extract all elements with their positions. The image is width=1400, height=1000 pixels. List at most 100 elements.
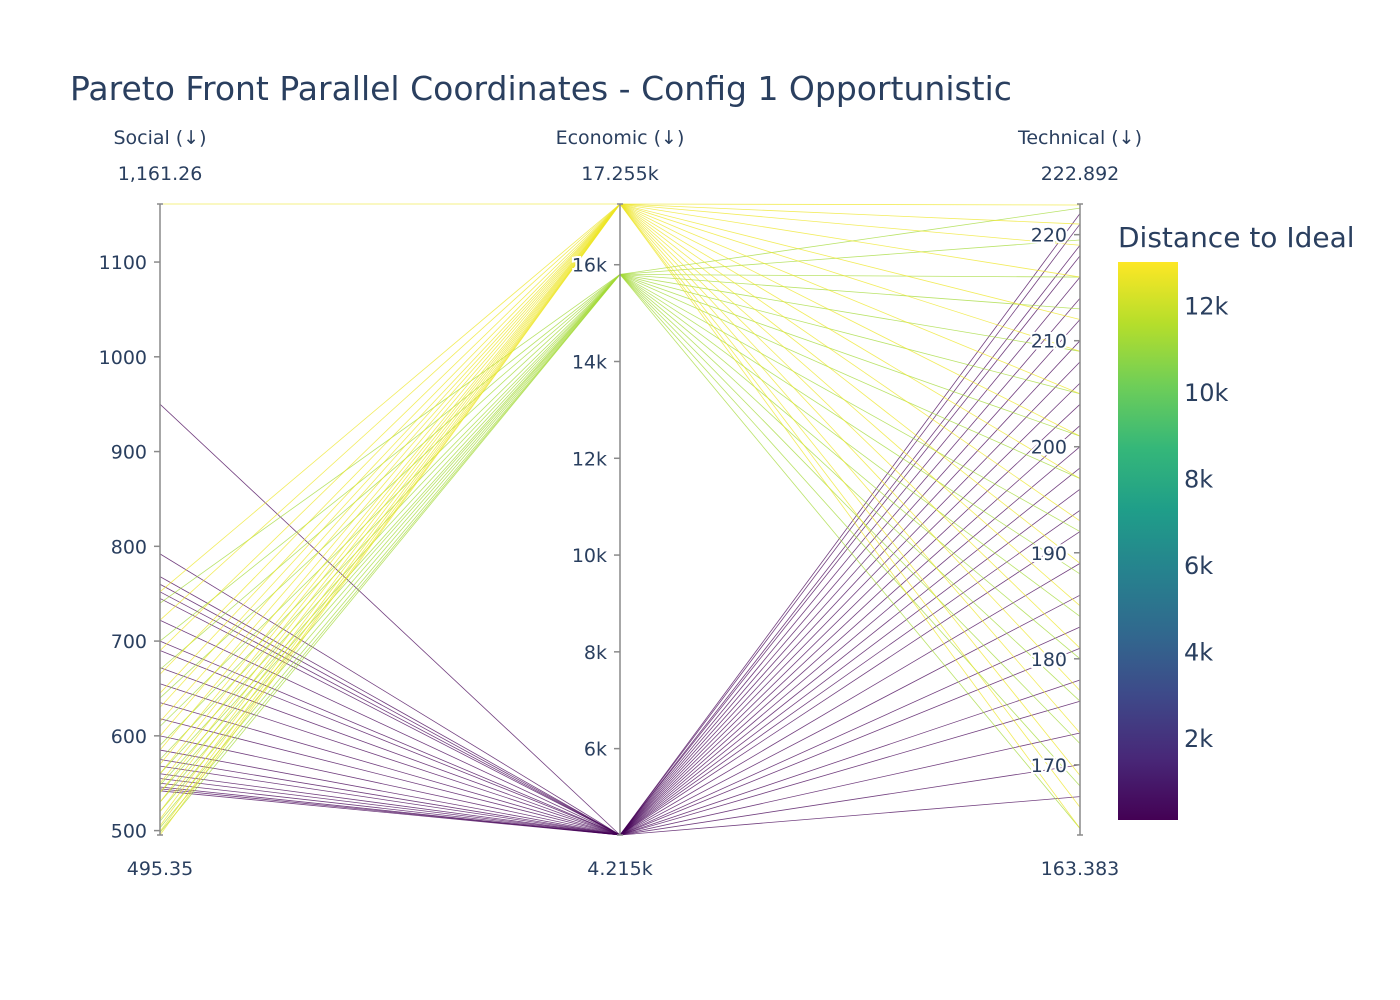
colorbar-tick-label: 12k (1184, 292, 1229, 320)
polyline-low-social-segment-5 (159, 598, 621, 836)
polyline-mid-technical-segment-14 (619, 274, 1081, 787)
polyline-high-social-segment-16 (159, 203, 621, 820)
polyline-high-technical-segment-4 (619, 203, 1081, 320)
polyline-mid-technical-segment-4 (619, 274, 1081, 352)
economic-tick-label: 6k (584, 739, 607, 761)
technical-tick-label: 190 (1031, 543, 1067, 565)
polyline-high-social-segment-5 (159, 203, 621, 694)
polyline-low-technical-segment-2 (619, 245, 1081, 836)
technical-tick-label: 220 (1031, 225, 1067, 247)
polyline-low-technical-segment-4 (619, 276, 1081, 836)
colorbar-tick-label: 6k (1184, 552, 1213, 580)
polyline-mid-technical-segment-10 (619, 274, 1081, 617)
polyline-low-technical-segment-8 (619, 361, 1081, 836)
colorbar-tick-label: 2k (1184, 725, 1213, 753)
polyline-low-social-segment-19 (159, 782, 621, 836)
polyline-high-social-segment-11 (159, 203, 621, 774)
polyline-mid-social-segment-11 (159, 274, 621, 812)
polyline-mid-technical-segment-7 (619, 274, 1081, 479)
polyline-mid-technical-segment-15 (619, 274, 1081, 829)
polyline-low-social-segment-11 (159, 702, 621, 836)
polyline-low-technical-segment-22 (619, 700, 1081, 836)
polyline-high-social-segment-12 (159, 203, 621, 784)
polyline-low-technical-segment-3 (619, 255, 1081, 836)
polyline-high-technical-segment-0 (619, 203, 1081, 206)
polyline-high-technical-segment-17 (619, 203, 1081, 829)
polyline-low-social-segment-22 (159, 790, 621, 836)
polyline-mid-technical-segment-6 (619, 274, 1081, 437)
polyline-low-technical-segment-18 (619, 594, 1081, 836)
colorbar-tick-label: 4k (1184, 638, 1213, 666)
polyline-mid-social-segment-12 (159, 274, 621, 822)
polyline-low-technical-segment-0 (619, 213, 1081, 836)
social-tick-label: 700 (111, 631, 147, 653)
polyline-high-technical-segment-13 (619, 203, 1081, 691)
polyline-high-technical-segment-6 (619, 203, 1081, 395)
social-tick-label: 1100 (99, 252, 147, 274)
economic-tick-label: 16k (572, 255, 607, 277)
polyline-low-social-segment-17 (159, 773, 621, 836)
polyline-low-technical-segment-15 (619, 510, 1081, 836)
polyline-high-technical-segment-9 (619, 203, 1081, 522)
social-range-min-label: 495.35 (127, 858, 193, 880)
polyline-high-social-segment-17 (159, 203, 621, 827)
polyline-low-social-segment-18 (159, 778, 621, 836)
polyline-high-technical-segment-8 (619, 203, 1081, 479)
polyline-low-technical-segment-9 (619, 382, 1081, 836)
technical-range-max-label: 222.892 (1041, 163, 1120, 185)
polyline-low-technical-segment-17 (619, 563, 1081, 836)
polyline-high-social-segment-6 (159, 203, 621, 708)
polyline-mid-technical-segment-0 (619, 207, 1081, 275)
colorbar-tick-label: 10k (1184, 379, 1229, 407)
polyline-low-technical-segment-5 (619, 298, 1081, 836)
polyline-high-social-segment-19 (159, 203, 621, 836)
polyline-mid-social-segment-6 (159, 274, 621, 760)
social-range-max-label: 1,161.26 (118, 163, 203, 185)
polyline-high-technical-segment-15 (619, 203, 1081, 776)
polyline-mid-social-segment-14 (159, 274, 621, 833)
polyline-low-social-segment-8 (159, 650, 621, 836)
polyline-mid-technical-segment-13 (619, 274, 1081, 744)
polyline-mid-technical-segment-8 (619, 274, 1081, 532)
polyline-low-technical-segment-25 (619, 796, 1081, 836)
polyline-high-social-segment-9 (159, 203, 621, 751)
polyline-low-social-segment-15 (159, 759, 621, 836)
polyline-high-social-segment-7 (159, 203, 621, 722)
polyline-high-technical-segment-3 (619, 203, 1081, 278)
colorbar-gradient (1118, 262, 1178, 820)
polyline-mid-social-segment-3 (159, 274, 621, 699)
social-tick-label: 600 (111, 726, 147, 748)
economic-range-max-label: 17.255k (581, 163, 658, 185)
technical-range-min-label: 163.383 (1041, 858, 1120, 880)
technical-tick-label: 200 (1031, 437, 1067, 459)
economic-tick-label: 12k (572, 448, 607, 470)
polyline-high-social-segment-13 (159, 203, 621, 793)
polyline-mid-social-segment-13 (159, 274, 621, 829)
colorbar-tick-label: 8k (1184, 465, 1213, 493)
axes-layer: Social (↓) 1,161.26 495.35 500 600 700 800 900 1… (97, 127, 1142, 880)
polyline-layer (159, 203, 1081, 836)
polyline-low-social-segment-10 (159, 683, 621, 836)
polyline-high-social-segment-15 (159, 203, 621, 812)
polyline-high-technical-segment-7 (619, 203, 1081, 437)
polyline-low-technical-segment-10 (619, 404, 1081, 836)
polyline-low-social-segment-13 (159, 735, 621, 836)
polyline-low-social-segment-4 (159, 591, 621, 836)
social-axis-label[interactable]: Social (↓) (113, 127, 206, 149)
social-tick-label: 900 (111, 442, 147, 464)
polyline-mid-social-segment-10 (159, 274, 621, 803)
technical-tick-label: 180 (1031, 649, 1067, 671)
polyline-mid-social-segment-7 (159, 274, 621, 775)
polyline-low-social-segment-9 (159, 667, 621, 836)
polyline-mid-social-segment-9 (159, 274, 621, 793)
technical-axis-label[interactable]: Technical (↓) (1017, 127, 1142, 149)
economic-axis-label[interactable]: Economic (↓) (556, 127, 685, 149)
polyline-low-technical-segment-12 (619, 446, 1081, 836)
social-tick-label: 1000 (99, 347, 147, 369)
polyline-low-technical-segment-6 (619, 319, 1081, 836)
polyline-mid-technical-segment-2 (619, 274, 1081, 278)
economic-tick-label: 14k (572, 352, 607, 374)
polyline-high-technical-segment-16 (619, 203, 1081, 808)
polyline-low-social-segment-7 (159, 640, 621, 836)
